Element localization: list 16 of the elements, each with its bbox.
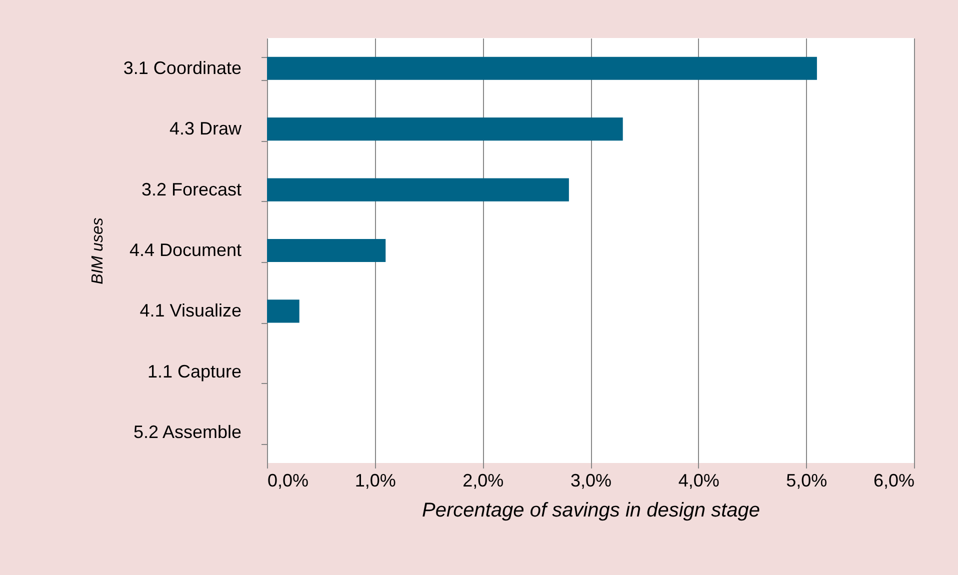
x-tick-label: 0,0% (268, 470, 309, 490)
y-tick-label: 4.1 Visualize (140, 300, 242, 321)
y-tick-label: 4.4 Document (129, 240, 242, 260)
y-tick-label: 4.3 Draw (169, 118, 242, 139)
y-tick-label: 1.1 Capture (147, 361, 242, 382)
x-tick-label: 2,0% (462, 470, 504, 490)
y-axis-title: BIM uses (89, 218, 106, 284)
y-tick-label: 3.1 Coordinate (123, 58, 242, 78)
x-axis-title: Percentage of savings in design stage (422, 500, 760, 522)
x-tick-label: 3,0% (570, 470, 612, 490)
x-tick-label: 5,0% (786, 470, 828, 490)
y-tick-label: 3.2 Forecast (141, 179, 242, 200)
x-tick-label: 1,0% (354, 470, 396, 490)
x-tick-label: 6,0% (873, 470, 914, 490)
x-tick-label: 4,0% (678, 470, 720, 490)
y-tick-label: 5.2 Assemble (133, 422, 242, 442)
